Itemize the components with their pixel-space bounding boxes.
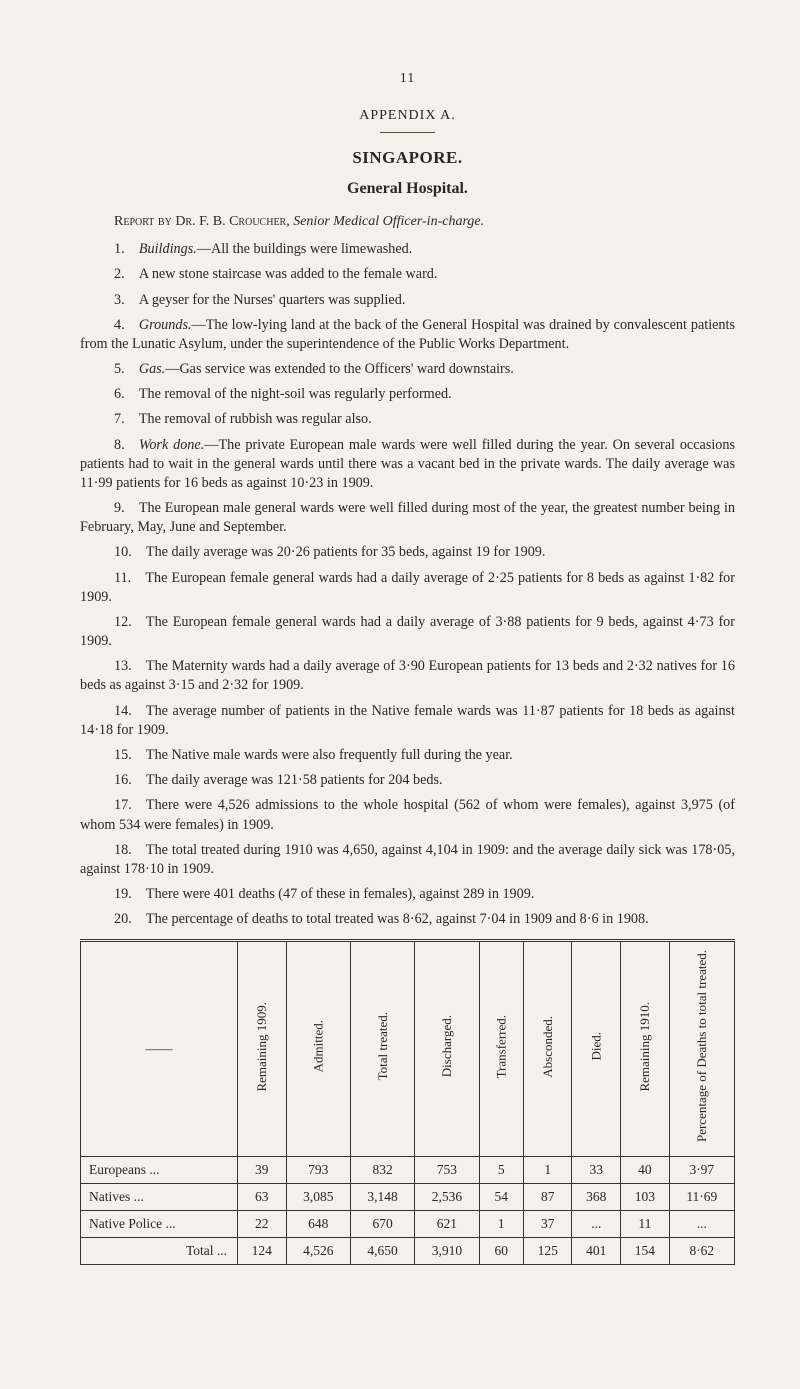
table-cell: 832 (350, 1156, 414, 1183)
table-cell: 54 (479, 1183, 523, 1210)
paragraph: 15. The Native male wards were also freq… (80, 746, 735, 765)
col-remaining-1910: Remaining 1910. (621, 941, 670, 1156)
paragraph: 13. The Maternity wards had a daily aver… (80, 657, 735, 695)
table-cell: 753 (415, 1156, 479, 1183)
byline-prefix: Report by (114, 214, 175, 229)
paragraph: 9. The European male general wards were … (80, 499, 735, 537)
table-row: Native Police ...22648670621137...11... (81, 1211, 735, 1238)
total-cell: 125 (523, 1238, 572, 1265)
table-cell: 3,148 (350, 1183, 414, 1210)
table-cell: 22 (238, 1211, 287, 1238)
table-cell: 2,536 (415, 1183, 479, 1210)
paragraph: 7. The removal of rubbish was regular al… (80, 410, 735, 429)
table-cell: 648 (286, 1211, 350, 1238)
table-cell: ... (572, 1211, 621, 1238)
col-pct-deaths: Percentage of Deaths to total treated. (669, 941, 734, 1156)
table-cell: ... (669, 1211, 734, 1238)
table-cell: 670 (350, 1211, 414, 1238)
row-label: Europeans ... (81, 1156, 238, 1183)
table-row-total: Total ... 124 4,526 4,650 3,910 60 125 4… (81, 1238, 735, 1265)
paragraph: 12. The European female general wards ha… (80, 613, 735, 651)
col-absconded: Absconded. (523, 941, 572, 1156)
paragraph: 17. There were 4,526 admissions to the w… (80, 796, 735, 834)
table-body: Europeans ...397938327535133403·97Native… (81, 1156, 735, 1238)
table-cell: 39 (238, 1156, 287, 1183)
heading-singapore: SINGAPORE. (80, 147, 735, 170)
paragraph: 2. A new stone staircase was added to th… (80, 265, 735, 284)
total-cell: 124 (238, 1238, 287, 1265)
total-label: Total ... (81, 1238, 238, 1265)
table-cell: 11 (621, 1211, 670, 1238)
col-discharged: Discharged. (415, 941, 479, 1156)
col-admitted: Admitted. (286, 941, 350, 1156)
paragraph: 6. The removal of the night-soil was reg… (80, 385, 735, 404)
table-cell: 87 (523, 1183, 572, 1210)
table-cell: 5 (479, 1156, 523, 1183)
table-cell: 37 (523, 1211, 572, 1238)
table-cell: 3,085 (286, 1183, 350, 1210)
table-cell: 621 (415, 1211, 479, 1238)
table-cell: 3·97 (669, 1156, 734, 1183)
appendix-label: APPENDIX A. (80, 107, 735, 126)
paragraph: 20. The percentage of deaths to total tr… (80, 910, 735, 929)
paragraph: 8. Work done.—The private European male … (80, 436, 735, 494)
stats-table: —— Remaining 1909. Admitted. Total treat… (80, 939, 735, 1265)
paragraph: 4. Grounds.—The low-lying land at the ba… (80, 316, 735, 354)
byline-name: Dr. F. B. Croucher (175, 214, 286, 229)
paragraph: 10. The daily average was 20·26 patients… (80, 543, 735, 562)
table-row: Europeans ...397938327535133403·97 (81, 1156, 735, 1183)
col-transferred: Transferred. (479, 941, 523, 1156)
table-cell: 368 (572, 1183, 621, 1210)
total-cell: 4,526 (286, 1238, 350, 1265)
paragraph-list: 1. Buildings.—All the buildings were lim… (80, 240, 735, 929)
paragraph: 18. The total treated during 1910 was 4,… (80, 841, 735, 879)
table-head: —— Remaining 1909. Admitted. Total treat… (81, 941, 735, 1156)
total-cell: 154 (621, 1238, 670, 1265)
stub-header: —— (81, 941, 238, 1156)
heading-general-hospital: General Hospital. (80, 178, 735, 200)
paragraph: 5. Gas.—Gas service was extended to the … (80, 360, 735, 379)
col-died: Died. (572, 941, 621, 1156)
paragraph: 16. The daily average was 121·58 patient… (80, 771, 735, 790)
paragraph: 11. The European female general wards ha… (80, 569, 735, 607)
table-cell: 1 (479, 1211, 523, 1238)
table-cell: 793 (286, 1156, 350, 1183)
report-byline: Report by Dr. F. B. Croucher, Senior Med… (80, 213, 735, 232)
table-total: Total ... 124 4,526 4,650 3,910 60 125 4… (81, 1238, 735, 1265)
col-total-treated: Total treated. (350, 941, 414, 1156)
total-cell: 60 (479, 1238, 523, 1265)
paragraph: 1. Buildings.—All the buildings were lim… (80, 240, 735, 259)
table-cell: 33 (572, 1156, 621, 1183)
page-number: 11 (80, 70, 735, 89)
table-row: Natives ...633,0853,1482,536548736810311… (81, 1183, 735, 1210)
total-cell: 4,650 (350, 1238, 414, 1265)
total-cell: 3,910 (415, 1238, 479, 1265)
table-cell: 63 (238, 1183, 287, 1210)
divider-rule (380, 132, 435, 133)
total-cell: 401 (572, 1238, 621, 1265)
table-cell: 103 (621, 1183, 670, 1210)
paragraph: 3. A geyser for the Nurses' quarters was… (80, 291, 735, 310)
col-remaining-1909: Remaining 1909. (238, 941, 287, 1156)
total-cell: 8·62 (669, 1238, 734, 1265)
table-cell: 40 (621, 1156, 670, 1183)
page: 11 APPENDIX A. SINGAPORE. General Hospit… (0, 0, 800, 1389)
row-label: Native Police ... (81, 1211, 238, 1238)
table-cell: 11·69 (669, 1183, 734, 1210)
row-label: Natives ... (81, 1183, 238, 1210)
byline-title: , Senior Medical Officer-in-charge. (286, 214, 484, 229)
paragraph: 19. There were 401 deaths (47 of these i… (80, 885, 735, 904)
table-cell: 1 (523, 1156, 572, 1183)
paragraph: 14. The average number of patients in th… (80, 702, 735, 740)
